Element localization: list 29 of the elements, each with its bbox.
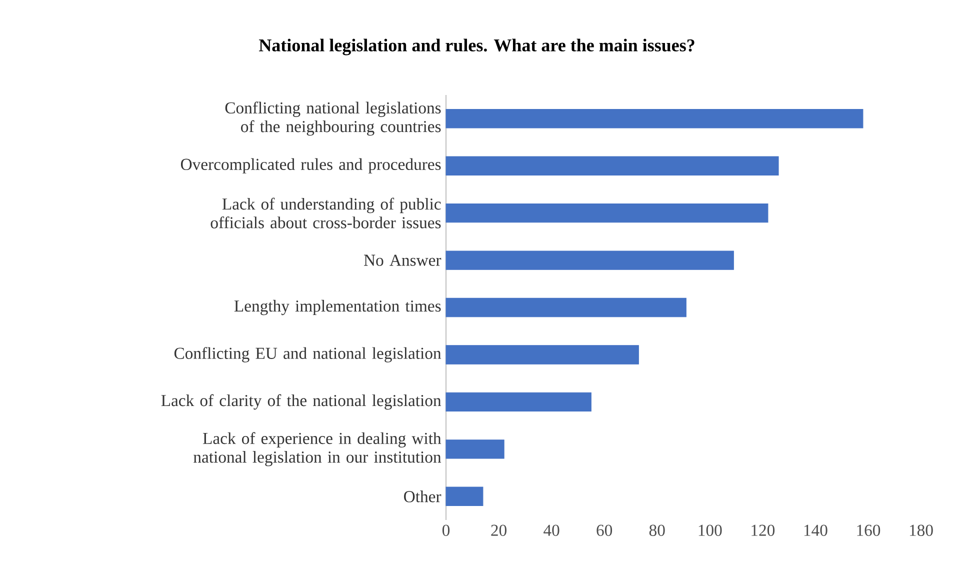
bar [446,109,864,128]
x-tick-label: 0 [442,524,450,536]
x-tick-label: 80 [649,524,665,536]
x-tick-label: 60 [596,524,612,536]
x-tick-label: 160 [857,524,880,536]
bar [446,203,768,223]
y-tick-label: Other [404,490,442,502]
y-tick-label: Conflicting EU and national legislation [174,347,442,362]
bar [446,156,779,176]
x-tick-label: 180 [910,524,933,536]
y-tick-label: Overcomplicated rules and procedures [180,158,441,174]
y-tick-label: Lack of clarity of the national legislation [161,394,442,410]
y-tick-label: Lack of understanding of public officials about cross-border issues [210,198,441,228]
y-tick-label: Lengthy implementation times [234,300,441,316]
bar [446,345,639,364]
x-tick-label: 100 [698,524,722,536]
x-tick-label: 120 [752,524,775,536]
y-tick-label: Conflicting national legislations of the neighbouring countries [225,102,441,136]
x-tick-label: 40 [544,524,560,536]
chart-title: National legislation and rules. What are the main issues? [258,38,694,56]
bar [446,486,484,506]
bar [446,298,686,318]
y-tick-label: No Answer [364,254,442,266]
bar [446,392,592,412]
x-tick-label: 20 [491,524,506,536]
x-tick-label: 140 [804,524,828,536]
bar [446,250,734,270]
bar [446,440,504,459]
y-tick-label: Lack of experience in dealing with national legislation in our institution [194,432,442,466]
